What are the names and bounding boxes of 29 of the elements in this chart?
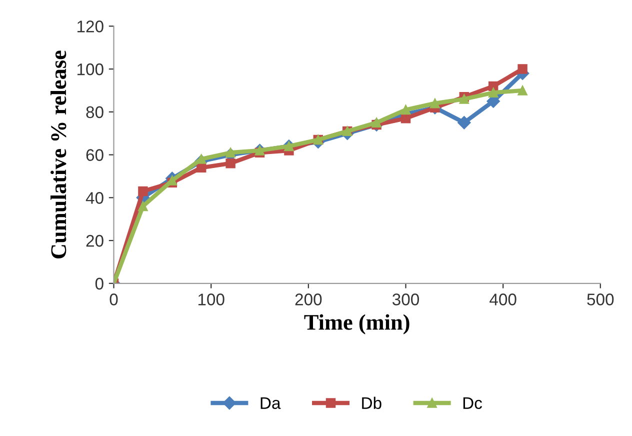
y-tick-label: 0: [95, 278, 104, 290]
point: [488, 88, 498, 98]
y-tick-label: 40: [86, 192, 104, 204]
point: [226, 158, 236, 168]
point: [518, 64, 528, 74]
x-tick-label: 400: [490, 294, 516, 306]
x-tick-label: 100: [198, 294, 224, 306]
point: [138, 186, 148, 196]
point: [518, 86, 528, 96]
y-tick-label: 60: [86, 149, 104, 161]
y-axis-title: Cumulative % release: [50, 50, 66, 258]
y-tick-label: 120: [78, 20, 104, 32]
x-tick-label: 0: [110, 294, 118, 306]
y-tick-label: 80: [86, 106, 104, 118]
x-tick-label: 500: [587, 294, 614, 306]
legend-label: Da: [260, 397, 281, 409]
point: [226, 148, 236, 158]
point: [138, 201, 148, 212]
x-tick-label: 200: [295, 294, 322, 306]
x-axis-title: Time (min): [304, 314, 410, 334]
point: [458, 116, 471, 130]
point: [400, 104, 411, 115]
point: [430, 98, 440, 108]
point: [372, 118, 382, 128]
y-tick-label: 100: [78, 63, 104, 76]
x-tick-label: 300: [392, 294, 419, 306]
legend-label: Db: [362, 396, 382, 409]
legend-label: Dc: [463, 397, 482, 409]
y-tick-label: 20: [86, 234, 104, 247]
